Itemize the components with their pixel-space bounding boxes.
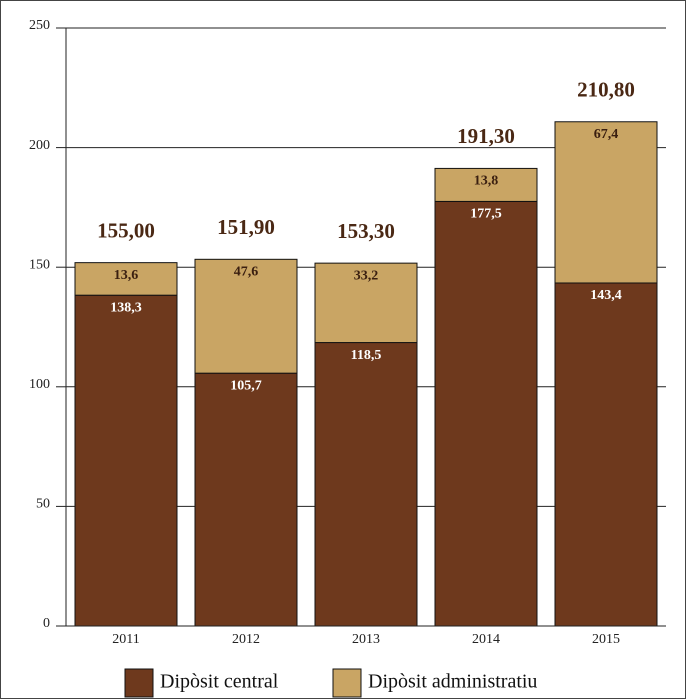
- y-tick-label: 200: [29, 138, 50, 153]
- x-tick-label: 2014: [472, 632, 500, 647]
- total-label: 151,90: [217, 215, 275, 239]
- value-label: 13,8: [474, 174, 499, 189]
- value-label: 33,2: [354, 268, 379, 283]
- total-label: 210,80: [577, 78, 635, 102]
- value-label: 177,5: [470, 207, 502, 222]
- y-tick-label: 50: [36, 497, 50, 512]
- total-label: 155,00: [97, 218, 155, 242]
- y-tick-label: 100: [29, 377, 50, 392]
- bar-segment: [314, 342, 418, 627]
- legend-label: Dipòsit administratiu: [368, 671, 537, 693]
- y-tick-label: 250: [29, 18, 50, 33]
- value-label: 143,4: [590, 288, 622, 303]
- legend-label: Dipòsit central: [160, 671, 279, 693]
- x-tick-label: 2015: [592, 632, 620, 647]
- bar-segment: [194, 372, 298, 627]
- bar-segment: [194, 258, 298, 374]
- bar-segment: [554, 282, 658, 627]
- x-tick-label: 2011: [112, 632, 139, 647]
- y-tick-label: 0: [43, 616, 50, 631]
- x-tick-label: 2012: [232, 632, 260, 647]
- bar-segment: [434, 200, 538, 627]
- bar-segment: [314, 262, 418, 344]
- total-label: 191,30: [457, 124, 515, 148]
- value-label: 118,5: [351, 348, 382, 363]
- value-label: 67,4: [594, 127, 619, 142]
- bar-segment: [554, 121, 658, 284]
- total-label: 153,30: [337, 219, 395, 243]
- legend-swatch: [124, 668, 154, 698]
- value-label: 105,7: [230, 378, 262, 393]
- bar-segment: [74, 294, 178, 627]
- bar-segment: [74, 262, 178, 296]
- value-label: 47,6: [234, 265, 259, 280]
- value-label: 13,6: [114, 268, 139, 283]
- bar-segment: [434, 167, 538, 202]
- value-label: 138,3: [110, 300, 142, 315]
- y-tick-label: 150: [29, 257, 50, 272]
- x-tick-label: 2013: [352, 632, 380, 647]
- legend-swatch: [332, 668, 362, 698]
